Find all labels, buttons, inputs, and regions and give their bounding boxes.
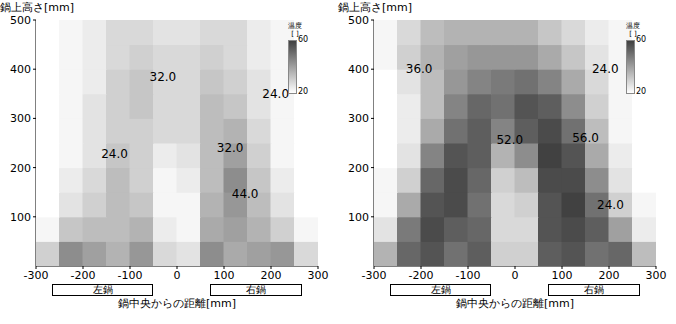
svg-text:0: 0 bbox=[512, 269, 519, 282]
svg-text:-300: -300 bbox=[362, 269, 387, 282]
html-text:左鍋: 左鍋 bbox=[431, 284, 451, 295]
html-text:温度: 温度 bbox=[288, 22, 302, 30]
svg-text:-100: -100 bbox=[456, 269, 481, 282]
svg-text:200: 200 bbox=[261, 269, 282, 282]
html-text:20: 20 bbox=[298, 87, 309, 96]
svg-text:24.0: 24.0 bbox=[262, 87, 289, 101]
svg-text:100: 100 bbox=[10, 211, 31, 224]
svg-text:32.0: 32.0 bbox=[150, 70, 177, 84]
svg-text:-300: -300 bbox=[24, 269, 49, 282]
html-text:鍋中央からの距離[mm]: 鍋中央からの距離[mm] bbox=[456, 297, 574, 310]
svg-text:-200: -200 bbox=[71, 269, 96, 282]
svg-text:500: 500 bbox=[348, 14, 369, 27]
svg-text:-200: -200 bbox=[409, 269, 434, 282]
svg-text:32.0: 32.0 bbox=[217, 141, 244, 155]
svg-text:-100: -100 bbox=[118, 269, 143, 282]
svg-text:44.0: 44.0 bbox=[232, 187, 259, 201]
svg-text:500: 500 bbox=[10, 14, 31, 27]
svg-text:0: 0 bbox=[174, 269, 181, 282]
html-text:鍋上高さ[mm]: 鍋上高さ[mm] bbox=[338, 1, 412, 14]
svg-text:100: 100 bbox=[552, 269, 573, 282]
svg-text:300: 300 bbox=[348, 112, 369, 125]
svg-text:100: 100 bbox=[214, 269, 235, 282]
svg-text:400: 400 bbox=[348, 63, 369, 76]
svg-text:24.0: 24.0 bbox=[597, 198, 624, 212]
svg-text:300: 300 bbox=[10, 112, 31, 125]
html-text:温度: 温度 bbox=[626, 22, 640, 30]
html-text:鍋上高さ[mm]: 鍋上高さ[mm] bbox=[0, 1, 74, 14]
svg-text:400: 400 bbox=[10, 63, 31, 76]
svg-text:56.0: 56.0 bbox=[572, 131, 599, 145]
svg-text:24.0: 24.0 bbox=[592, 62, 619, 76]
svg-text:36.0: 36.0 bbox=[406, 62, 433, 76]
html-text:60: 60 bbox=[636, 35, 647, 44]
svg-text:100: 100 bbox=[348, 211, 369, 224]
html-text:右鍋: 右鍋 bbox=[245, 284, 266, 295]
html-text:右鍋: 右鍋 bbox=[583, 284, 604, 295]
svg-text:24.0: 24.0 bbox=[101, 147, 128, 161]
svg-text:300: 300 bbox=[646, 269, 667, 282]
svg-text:52.0: 52.0 bbox=[496, 133, 523, 147]
html-text:60: 60 bbox=[298, 35, 309, 44]
html-text:左鍋: 左鍋 bbox=[93, 284, 113, 295]
svg-text:200: 200 bbox=[348, 162, 369, 175]
html-text:20: 20 bbox=[636, 87, 647, 96]
svg-text:200: 200 bbox=[10, 162, 31, 175]
html-text:鍋中央からの距離[mm]: 鍋中央からの距離[mm] bbox=[118, 297, 236, 310]
svg-text:200: 200 bbox=[599, 269, 620, 282]
svg-text:300: 300 bbox=[308, 269, 329, 282]
